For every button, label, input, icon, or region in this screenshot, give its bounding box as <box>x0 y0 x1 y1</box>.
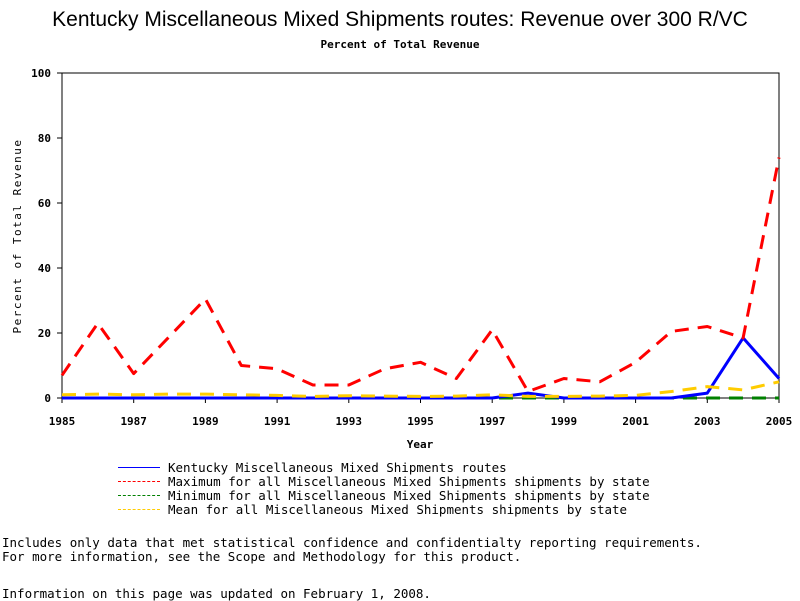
series-line-2 <box>60 157 781 393</box>
x-tick-label-1999: 1999 <box>551 415 578 428</box>
chart-series <box>60 157 781 400</box>
footnote-methodology: For more information, see the Scope and … <box>2 549 522 564</box>
x-axis-label: Year <box>407 438 434 451</box>
y-tick-label-40: 40 <box>38 262 51 275</box>
footnotes: Includes only data that met statistical … <box>2 536 702 564</box>
update-note: Information on this page was updated on … <box>2 586 431 601</box>
y-tick-label-80: 80 <box>38 132 51 145</box>
legend-swatch-2 <box>118 480 160 482</box>
legend-entry-1: Kentucky Miscellaneous Mixed Shipments r… <box>118 459 650 475</box>
chart-legend: Kentucky Miscellaneous Mixed Shipments r… <box>118 459 650 517</box>
legend-label-3: Minimum for all Miscellaneous Mixed Ship… <box>168 487 650 503</box>
x-tick-label-2001: 2001 <box>622 415 649 428</box>
series-line-4 <box>61 380 780 398</box>
x-tick-label-1989: 1989 <box>192 415 219 428</box>
chart-subtitle: Percent of Total Revenue <box>320 38 480 51</box>
legend-label-1: Kentucky Miscellaneous Mixed Shipments r… <box>168 459 507 475</box>
legend-swatch-3 <box>118 494 160 496</box>
y-axis-label: Percent of Total Revenue <box>11 139 24 334</box>
legend-label-2: Maximum for all Miscellaneous Mixed Ship… <box>168 473 650 489</box>
footnote-confidence: Includes only data that met statistical … <box>2 535 702 550</box>
legend-swatch-1 <box>118 466 160 468</box>
legend-swatch-4 <box>118 508 160 510</box>
x-tick-label-1993: 1993 <box>336 415 363 428</box>
x-tick-label-1991: 1991 <box>264 415 291 428</box>
chart-axes <box>61 72 780 399</box>
chart-ticks: 1985 1987 1989 1991 1993 1995 1997 1999 2001 2003… <box>31 67 792 428</box>
x-tick-label-1987: 1987 <box>120 415 147 428</box>
legend-entry-3: Minimum for all Miscellaneous Mixed Ship… <box>118 487 650 503</box>
x-tick-label-1985: 1985 <box>49 415 76 428</box>
plot-frame <box>61 72 780 399</box>
legend-entry-2: Maximum for all Miscellaneous Mixed Ship… <box>118 473 650 489</box>
legend-entry-4: Mean for all Miscellaneous Mixed Shipmen… <box>118 501 650 517</box>
legend-label-4: Mean for all Miscellaneous Mixed Shipmen… <box>168 501 628 517</box>
x-tick-label-2003: 2003 <box>694 415 721 428</box>
series-line-1 <box>62 336 781 400</box>
line-chart: 1985 1987 1989 1991 1993 1995 1997 1999 2001 2003… <box>11 67 792 451</box>
y-tick-label-100: 100 <box>31 67 51 80</box>
chart-title: Kentucky Miscellaneous Mixed Shipments r… <box>52 8 748 31</box>
x-tick-label-2005: 2005 <box>766 415 793 428</box>
x-tick-label-1995: 1995 <box>407 415 434 428</box>
y-tick-label-0: 0 <box>44 392 51 405</box>
y-tick-label-60: 60 <box>38 197 51 210</box>
y-tick-label-20: 20 <box>38 327 51 340</box>
x-tick-label-1997: 1997 <box>479 415 506 428</box>
